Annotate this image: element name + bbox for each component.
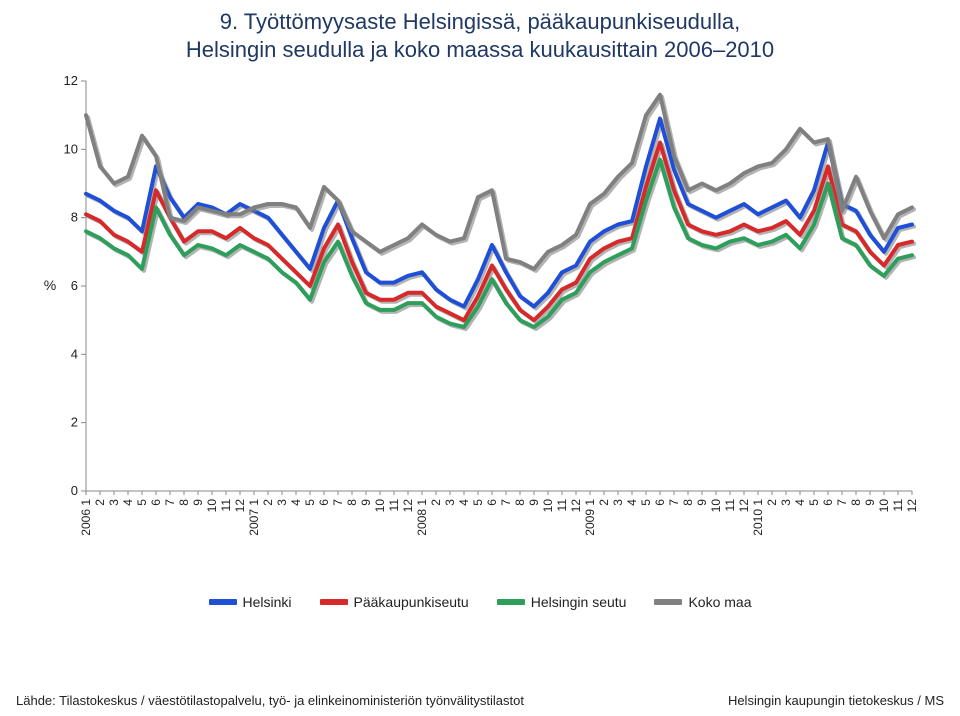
svg-text:3: 3 (779, 499, 793, 506)
svg-text:12: 12 (569, 499, 583, 513)
svg-text:12: 12 (64, 73, 78, 88)
svg-text:5: 5 (135, 499, 149, 506)
series-koko-maa (86, 95, 912, 269)
svg-text:10: 10 (541, 499, 555, 513)
title-line-1: 9. Työttömyysaste Helsingissä, pääkaupun… (0, 8, 960, 36)
svg-text:2006 1: 2006 1 (79, 499, 93, 536)
legend-label: Helsingin seutu (531, 594, 627, 610)
svg-text:2007 1: 2007 1 (247, 499, 261, 536)
legend-item-helsinki: Helsinki (209, 594, 292, 610)
svg-text:2: 2 (93, 499, 107, 506)
svg-text:3: 3 (611, 499, 625, 506)
series-helsingin-seutu (86, 160, 912, 327)
svg-text:2: 2 (765, 499, 779, 506)
svg-text:10: 10 (373, 499, 387, 513)
svg-text:4: 4 (793, 499, 807, 506)
svg-text:11: 11 (891, 499, 905, 512)
legend-swatch (654, 599, 682, 605)
svg-text:8: 8 (681, 499, 695, 506)
svg-text:2009 1: 2009 1 (583, 499, 597, 536)
svg-text:4: 4 (71, 346, 78, 361)
legend-swatch (320, 599, 348, 605)
svg-text:7: 7 (331, 499, 345, 506)
svg-text:11: 11 (387, 499, 401, 512)
svg-text:10: 10 (709, 499, 723, 513)
svg-text:2008 1: 2008 1 (415, 499, 429, 536)
svg-text:12: 12 (905, 499, 919, 513)
svg-text:11: 11 (219, 499, 233, 512)
svg-text:7: 7 (835, 499, 849, 506)
svg-text:8: 8 (71, 210, 78, 225)
legend-swatch (209, 599, 237, 605)
svg-text:9: 9 (863, 499, 877, 506)
legend-label: Koko maa (688, 594, 751, 610)
chart-title: 9. Työttömyysaste Helsingissä, pääkaupun… (0, 0, 960, 63)
svg-text:5: 5 (639, 499, 653, 506)
svg-text:10: 10 (205, 499, 219, 513)
svg-text:10: 10 (877, 499, 891, 513)
svg-text:9: 9 (527, 499, 541, 506)
legend-item-helsingin-seutu: Helsingin seutu (497, 594, 627, 610)
svg-text:8: 8 (849, 499, 863, 506)
footer-source: Lähde: Tilastokeskus / väestötilastopalv… (16, 693, 524, 708)
svg-text:9: 9 (191, 499, 205, 506)
svg-text:9: 9 (359, 499, 373, 506)
svg-text:11: 11 (555, 499, 569, 512)
svg-text:8: 8 (345, 499, 359, 506)
svg-text:4: 4 (457, 499, 471, 506)
legend-item-pääkaupunkiseutu: Pääkaupunkiseutu (320, 594, 469, 610)
svg-text:6: 6 (485, 499, 499, 506)
svg-text:6: 6 (149, 499, 163, 506)
svg-text:12: 12 (233, 499, 247, 513)
svg-text:8: 8 (177, 499, 191, 506)
title-line-2: Helsingin seudulla ja koko maassa kuukau… (0, 36, 960, 64)
svg-text:12: 12 (401, 499, 415, 513)
svg-text:3: 3 (275, 499, 289, 506)
legend-label: Helsinki (243, 594, 292, 610)
svg-text:6: 6 (71, 278, 78, 293)
svg-text:6: 6 (821, 499, 835, 506)
svg-text:9: 9 (695, 499, 709, 506)
legend-item-koko-maa: Koko maa (654, 594, 751, 610)
svg-text:4: 4 (121, 499, 135, 506)
footer-credit: Helsingin kaupungin tietokeskus / MS (728, 693, 944, 708)
svg-text:7: 7 (499, 499, 513, 506)
chart-container: 024681012%2006 1234567891011122007 12345… (30, 63, 930, 588)
svg-text:10: 10 (64, 141, 78, 156)
svg-text:5: 5 (471, 499, 485, 506)
svg-text:2: 2 (597, 499, 611, 506)
svg-text:4: 4 (625, 499, 639, 506)
svg-text:8: 8 (513, 499, 527, 506)
svg-text:5: 5 (807, 499, 821, 506)
legend-swatch (497, 599, 525, 605)
svg-text:2010 1: 2010 1 (751, 499, 765, 536)
svg-text:3: 3 (443, 499, 457, 506)
legend-label: Pääkaupunkiseutu (354, 594, 469, 610)
svg-text:5: 5 (303, 499, 317, 506)
svg-text:2: 2 (71, 415, 78, 430)
svg-text:6: 6 (317, 499, 331, 506)
svg-text:0: 0 (71, 483, 78, 498)
svg-text:6: 6 (653, 499, 667, 506)
svg-text:2: 2 (429, 499, 443, 506)
line-chart: 024681012%2006 1234567891011122007 12345… (30, 63, 930, 583)
svg-text:12: 12 (737, 499, 751, 513)
svg-text:11: 11 (723, 499, 737, 512)
svg-text:4: 4 (289, 499, 303, 506)
chart-legend: Helsinki Pääkaupunkiseutu Helsingin seutu K… (0, 594, 960, 610)
svg-text:7: 7 (163, 499, 177, 506)
svg-text:%: % (44, 277, 56, 293)
chart-footer: Lähde: Tilastokeskus / väestötilastopalv… (16, 693, 944, 708)
svg-text:7: 7 (667, 499, 681, 506)
svg-text:3: 3 (107, 499, 121, 506)
svg-text:2: 2 (261, 499, 275, 506)
